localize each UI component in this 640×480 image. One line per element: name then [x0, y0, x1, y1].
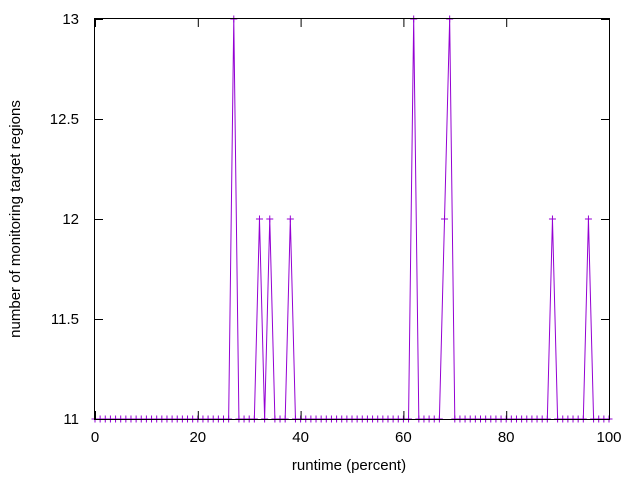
- x-tick-label: 80: [498, 429, 515, 446]
- data-point: [266, 215, 274, 223]
- series-layer: [91, 15, 613, 423]
- data-point: [255, 215, 263, 223]
- y-tick-label: 11: [63, 411, 79, 428]
- data-point: [548, 215, 556, 223]
- y-axis-title: number of monitoring target regions: [7, 100, 24, 338]
- y-tick-label: 11.5: [51, 311, 79, 328]
- data-point: [286, 215, 294, 223]
- data-point: [441, 215, 449, 223]
- x-tick-label: 40: [292, 429, 309, 446]
- y-tick-label: 13: [62, 11, 79, 28]
- x-tick-label: 0: [91, 429, 99, 446]
- y-tick-label: 12.5: [50, 111, 79, 128]
- series-line: [95, 18, 609, 420]
- x-tick-label: 60: [395, 429, 412, 446]
- x-tick-label: 100: [596, 429, 621, 446]
- x-axis-title: runtime (percent): [292, 457, 406, 474]
- y-tick-label: 12: [62, 211, 79, 228]
- plot-frame: [94, 18, 610, 420]
- x-tick-label: 20: [189, 429, 206, 446]
- ticks-layer: 0 20 40 60 80 100 11 11.5 12 12.5 13: [50, 11, 622, 446]
- data-point: [584, 215, 592, 223]
